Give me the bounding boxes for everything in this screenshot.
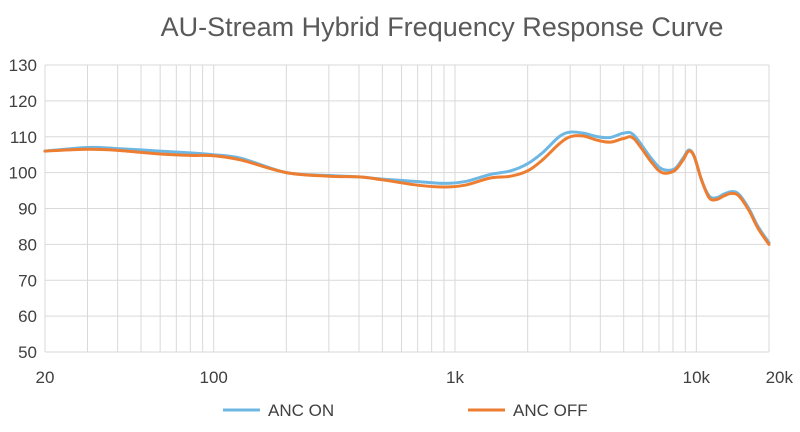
x-axis-ticks: 20 100 1k 10k 20k — [36, 368, 794, 387]
series-lines — [43, 130, 771, 246]
x-tick-label: 20k — [766, 368, 794, 387]
x-tick-label: 100 — [199, 368, 227, 387]
y-tick-label: 70 — [18, 271, 37, 290]
legend-label: ANC OFF — [513, 401, 588, 420]
legend-label: ANC ON — [268, 401, 334, 420]
x-tick-label: 10k — [683, 368, 711, 387]
y-tick-label: 90 — [18, 200, 37, 219]
series-line-anc-off — [43, 134, 771, 246]
grid — [44, 64, 770, 353]
x-tick-label: 20 — [36, 368, 55, 387]
x-tick-label: 1k — [446, 368, 464, 387]
y-tick-label: 60 — [18, 307, 37, 326]
y-tick-label: 100 — [9, 164, 37, 183]
y-tick-label: 110 — [10, 128, 37, 147]
y-tick-label: 80 — [18, 235, 37, 254]
y-tick-label: 50 — [18, 343, 37, 362]
series-line-anc-on — [43, 130, 771, 245]
y-axis-ticks: 50 60 70 80 90 100 110 120 130 — [9, 56, 37, 362]
y-tick-label: 120 — [9, 92, 37, 111]
chart-title: AU-Stream Hybrid Frequency Response Curv… — [161, 12, 724, 42]
legend: ANC ON ANC OFF — [223, 401, 588, 420]
y-tick-label: 130 — [9, 56, 37, 75]
